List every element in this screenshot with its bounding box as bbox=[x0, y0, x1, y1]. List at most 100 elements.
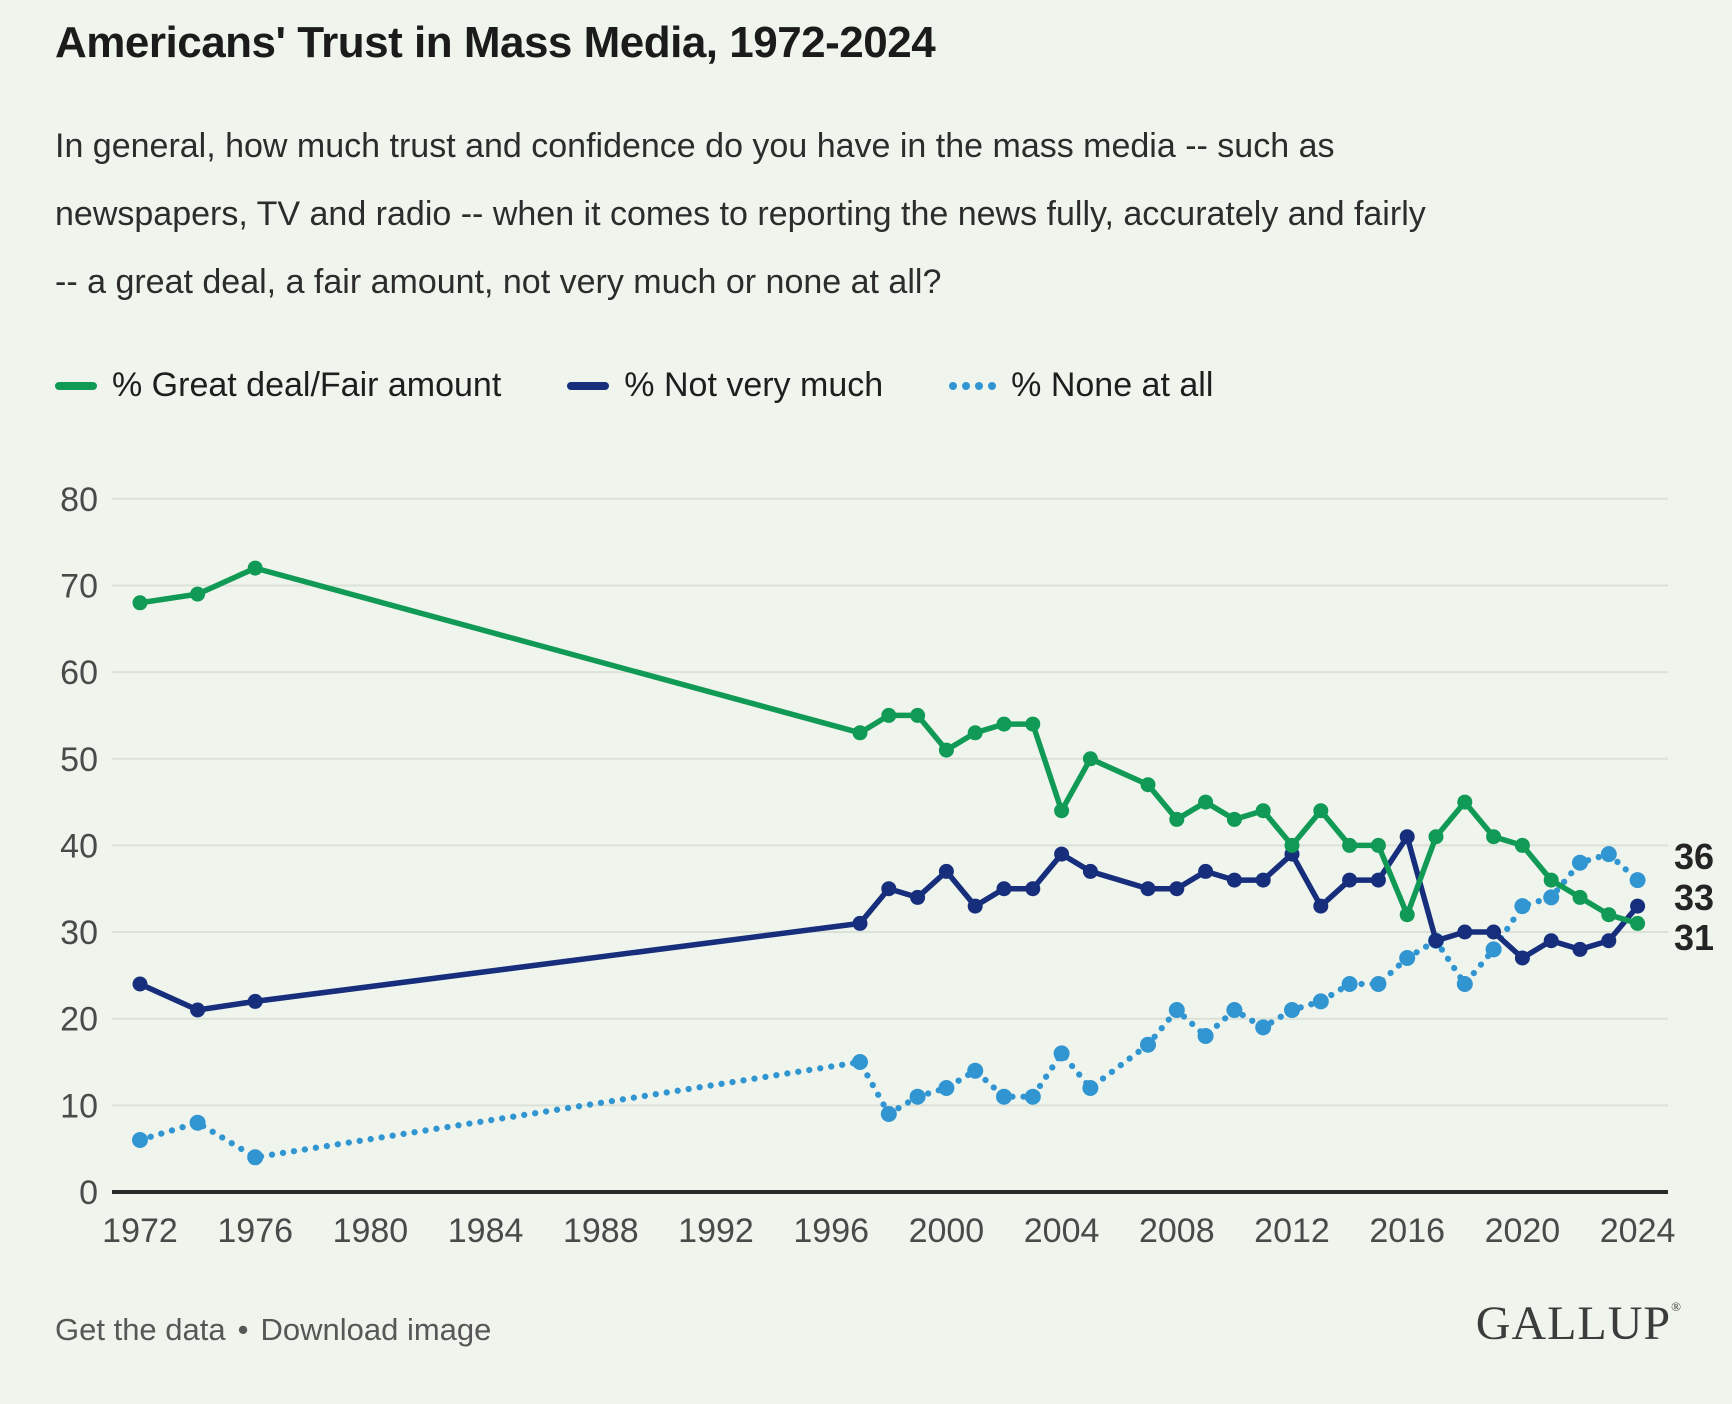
data-point-not-very-much bbox=[1514, 950, 1530, 966]
y-axis-tick-label: 30 bbox=[60, 914, 98, 952]
data-point-great-deal-fair-amount bbox=[1082, 751, 1098, 767]
x-axis-tick-label: 1972 bbox=[102, 1212, 178, 1250]
data-point-none-at-all bbox=[1341, 976, 1358, 992]
data-point-none-at-all bbox=[909, 1088, 926, 1105]
data-point-none-at-all bbox=[1456, 976, 1473, 992]
data-point-none-at-all bbox=[880, 1106, 897, 1122]
legend-swatch-dotted-blue-icon bbox=[949, 381, 997, 390]
subtitle-line: In general, how much trust and confidenc… bbox=[55, 127, 1335, 165]
download-image-link[interactable]: Download image bbox=[260, 1312, 492, 1347]
x-axis-tick-label: 2020 bbox=[1485, 1212, 1561, 1250]
data-point-not-very-much bbox=[1169, 881, 1185, 897]
data-point-great-deal-fair-amount bbox=[938, 742, 954, 758]
data-point-not-very-much bbox=[1457, 924, 1473, 940]
footer-separator: • bbox=[237, 1312, 249, 1347]
series-end-label-great-deal-fair-amount: 31 bbox=[1674, 917, 1714, 958]
data-point-great-deal-fair-amount bbox=[1025, 716, 1041, 732]
data-point-great-deal-fair-amount bbox=[1226, 811, 1242, 827]
data-point-none-at-all bbox=[1399, 950, 1416, 966]
data-point-not-very-much bbox=[1226, 872, 1242, 888]
data-point-not-very-much bbox=[1370, 872, 1386, 888]
data-point-none-at-all bbox=[1197, 1028, 1214, 1044]
data-point-great-deal-fair-amount bbox=[1198, 794, 1214, 810]
y-axis-tick-label: 40 bbox=[60, 827, 98, 865]
data-point-great-deal-fair-amount bbox=[247, 560, 263, 576]
data-point-great-deal-fair-amount bbox=[132, 595, 148, 611]
x-axis-tick-label: 1976 bbox=[217, 1212, 293, 1250]
data-point-great-deal-fair-amount bbox=[1514, 837, 1530, 853]
data-point-great-deal-fair-amount bbox=[1255, 803, 1271, 819]
x-axis-tick-label: 2000 bbox=[909, 1212, 985, 1250]
chart-legend: % Great deal/Fair amount % Not very much… bbox=[55, 366, 1213, 405]
data-point-not-very-much bbox=[1313, 898, 1329, 914]
get-the-data-link[interactable]: Get the data bbox=[55, 1312, 226, 1347]
data-point-not-very-much bbox=[910, 889, 926, 905]
data-point-none-at-all bbox=[1053, 1045, 1070, 1062]
x-axis-tick-label: 2008 bbox=[1139, 1212, 1215, 1250]
series-line-not-very-much bbox=[137, 833, 1641, 1013]
legend-swatch-solid-green-icon bbox=[55, 381, 97, 390]
legend-item-not-very-much: % Not very much bbox=[567, 366, 883, 405]
data-point-none-at-all bbox=[1485, 941, 1502, 958]
data-point-great-deal-fair-amount bbox=[1457, 794, 1473, 810]
y-axis-tick-label: 50 bbox=[60, 741, 98, 779]
x-axis-tick-label: 2012 bbox=[1254, 1212, 1330, 1250]
data-point-not-very-much bbox=[852, 915, 868, 931]
x-axis-tick-label: 2024 bbox=[1600, 1212, 1676, 1250]
gallup-logo: GALLUP® bbox=[1476, 1296, 1682, 1351]
data-point-not-very-much bbox=[1601, 933, 1617, 949]
data-point-not-very-much bbox=[996, 881, 1012, 897]
data-point-great-deal-fair-amount bbox=[1630, 915, 1646, 931]
legend-item-none-at-all: % None at all bbox=[949, 366, 1213, 405]
data-point-none-at-all bbox=[967, 1062, 984, 1079]
data-point-not-very-much bbox=[1255, 872, 1271, 888]
x-axis-tick-label: 1980 bbox=[333, 1212, 409, 1250]
legend-label: % Great deal/Fair amount bbox=[112, 366, 502, 404]
data-point-not-very-much bbox=[938, 863, 954, 879]
data-point-none-at-all bbox=[1168, 1002, 1185, 1018]
data-point-great-deal-fair-amount bbox=[1169, 811, 1185, 827]
series-end-label-not-very-much: 33 bbox=[1674, 877, 1714, 918]
data-point-not-very-much bbox=[247, 993, 263, 1009]
data-point-none-at-all bbox=[1543, 889, 1560, 906]
data-point-none-at-all bbox=[996, 1088, 1012, 1105]
data-point-not-very-much bbox=[1486, 924, 1502, 940]
data-point-none-at-all bbox=[1255, 1019, 1272, 1036]
data-point-not-very-much bbox=[1082, 863, 1098, 879]
data-point-great-deal-fair-amount bbox=[910, 707, 926, 723]
data-point-none-at-all bbox=[1140, 1036, 1156, 1053]
x-axis-tick-label: 2016 bbox=[1369, 1212, 1445, 1250]
subtitle-line: newspapers, TV and radio -- when it come… bbox=[55, 195, 1426, 233]
data-point-not-very-much bbox=[1399, 829, 1415, 845]
data-point-great-deal-fair-amount bbox=[1284, 837, 1300, 853]
data-point-none-at-all bbox=[1629, 872, 1646, 889]
data-point-not-very-much bbox=[881, 881, 897, 897]
data-point-none-at-all bbox=[852, 1054, 868, 1070]
data-point-not-very-much bbox=[190, 1002, 206, 1018]
data-point-not-very-much bbox=[1543, 933, 1559, 949]
series-end-label-none-at-all: 36 bbox=[1674, 836, 1714, 877]
data-point-none-at-all bbox=[247, 1149, 264, 1166]
data-point-great-deal-fair-amount bbox=[1486, 829, 1502, 845]
chart-subtitle: In general, how much trust and confidenc… bbox=[55, 112, 1615, 316]
data-point-great-deal-fair-amount bbox=[1399, 907, 1415, 923]
data-point-great-deal-fair-amount bbox=[1543, 872, 1559, 888]
data-point-not-very-much bbox=[1572, 941, 1588, 957]
data-point-great-deal-fair-amount bbox=[881, 707, 897, 723]
data-point-none-at-all bbox=[1572, 854, 1588, 871]
data-point-great-deal-fair-amount bbox=[1342, 837, 1358, 853]
data-point-not-very-much bbox=[1342, 872, 1358, 888]
data-point-not-very-much bbox=[1025, 881, 1041, 897]
x-axis-tick-label: 1992 bbox=[678, 1212, 754, 1250]
footer-links: Get the data • Download image bbox=[55, 1312, 491, 1348]
data-point-not-very-much bbox=[1630, 898, 1646, 914]
data-point-great-deal-fair-amount bbox=[1140, 777, 1156, 793]
data-point-great-deal-fair-amount bbox=[852, 725, 868, 741]
y-axis-tick-label: 0 bbox=[79, 1174, 98, 1212]
data-point-none-at-all bbox=[1082, 1080, 1099, 1096]
series-line-great-deal-fair-amount bbox=[137, 565, 1641, 927]
data-point-great-deal-fair-amount bbox=[1054, 803, 1070, 819]
data-point-great-deal-fair-amount bbox=[967, 725, 983, 741]
legend-item-great-deal: % Great deal/Fair amount bbox=[55, 366, 501, 405]
data-point-none-at-all bbox=[1370, 976, 1387, 992]
